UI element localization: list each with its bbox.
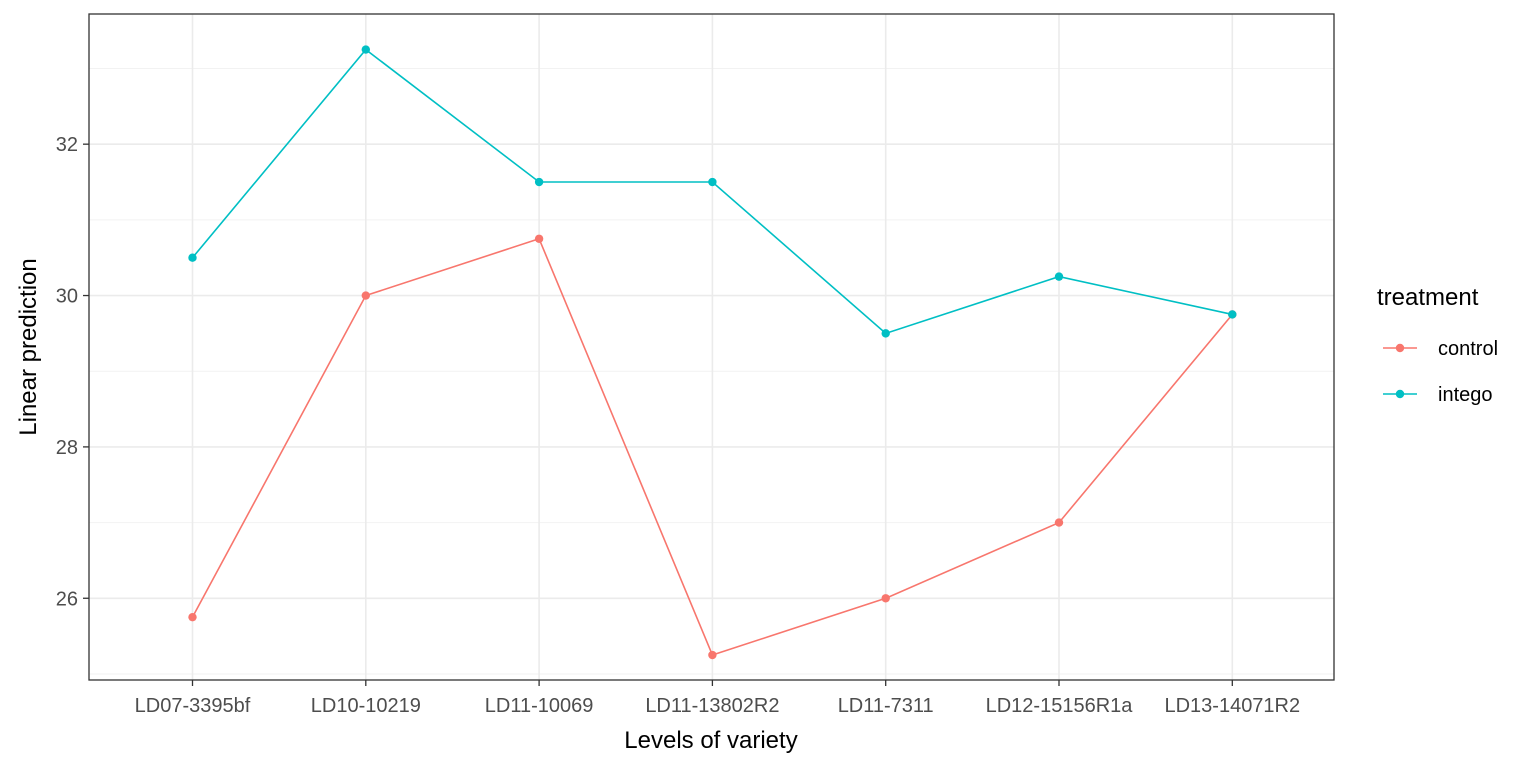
x-tick-label: LD11-7311 (838, 695, 934, 717)
data-point-intego (708, 177, 717, 187)
minor-gridlines (89, 67, 1334, 675)
legend-key-point (1395, 343, 1405, 353)
series-intego (188, 45, 1237, 338)
plot-background (89, 14, 1334, 680)
series-control (188, 234, 1237, 660)
x-tick-label: LD11-10069 (485, 695, 594, 717)
legend-label: intego (1438, 384, 1493, 406)
major-gridlines (89, 14, 1334, 680)
y-tick-label: 28 (56, 437, 78, 459)
legend-item-intego: intego (1383, 384, 1493, 406)
data-point-intego (361, 45, 370, 54)
y-tick-label: 26 (56, 588, 78, 610)
x-tick-label: LD10-10219 (311, 695, 421, 717)
data-point-intego (1228, 310, 1237, 319)
data-point-control (361, 291, 370, 300)
plot-area (89, 14, 1334, 680)
x-tick-label: LD11-13802R2 (645, 695, 779, 717)
legend-label: control (1438, 338, 1498, 360)
y-tick-label: 32 (56, 134, 78, 156)
data-point-control (188, 612, 197, 622)
legend-key-point (1395, 389, 1405, 399)
data-point-control (534, 234, 544, 243)
x-axis-title: Levels of variety (624, 727, 797, 754)
panel-border (88, 13, 1335, 681)
x-tick-label: LD12-15156R1a (986, 695, 1134, 717)
data-point-control (881, 594, 890, 603)
data-point-control (1054, 518, 1064, 527)
y-axis: 26 28 30 32 (56, 134, 89, 610)
x-axis: LD07-3395bf LD10-10219 LD11-10069 LD11-1380… (135, 680, 1300, 717)
panel-frame (88, 13, 1335, 681)
data-point-control (708, 650, 717, 660)
series-layer (188, 45, 1237, 660)
y-tick-label: 30 (56, 286, 78, 308)
y-axis-title: Linear prediction (15, 258, 42, 435)
x-tick-label: LD13-14071R2 (1164, 695, 1300, 717)
legend-title: treatment (1377, 284, 1479, 311)
x-tick-label: LD07-3395bf (135, 695, 251, 717)
data-point-intego (881, 329, 890, 338)
legend-item-control: control (1383, 338, 1498, 360)
data-point-intego (188, 253, 197, 262)
data-point-intego (1054, 272, 1064, 281)
legend: treatment control intego (1377, 284, 1498, 406)
data-point-intego (534, 177, 544, 187)
